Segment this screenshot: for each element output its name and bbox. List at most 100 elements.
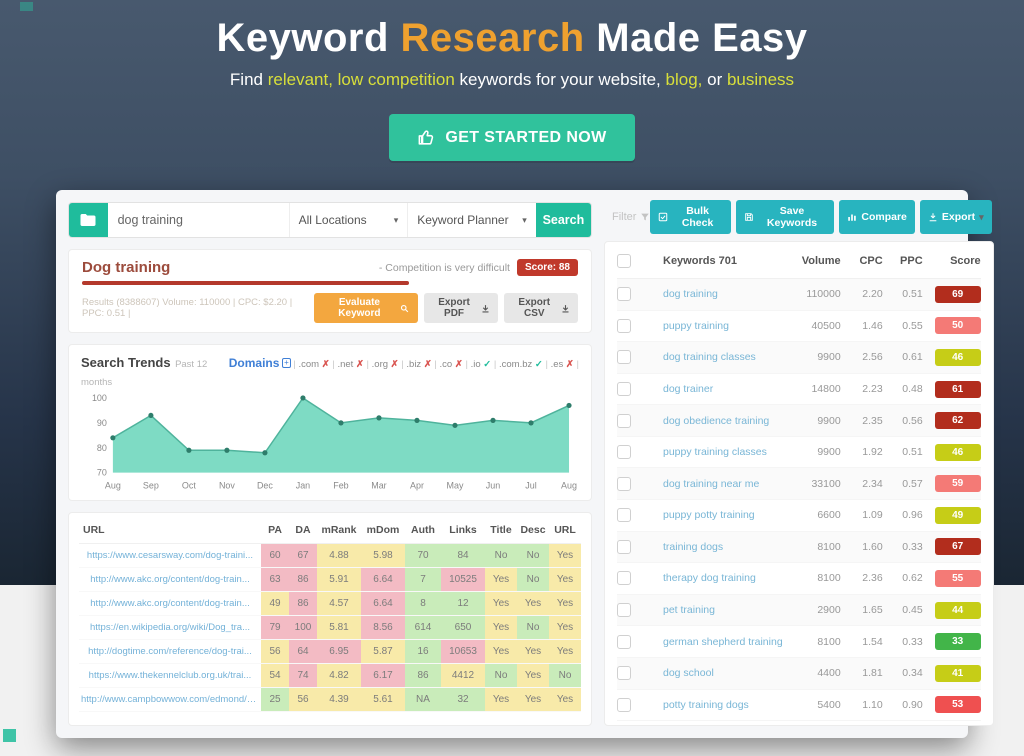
- filter-control[interactable]: Filter: [612, 211, 650, 223]
- metric-cell: 5.81: [317, 615, 361, 640]
- export-pdf-button[interactable]: Export PDF: [423, 293, 498, 323]
- chevron-down-icon: ▾: [393, 214, 399, 225]
- evaluate-keyword-button[interactable]: Evaluate Keyword: [314, 293, 418, 323]
- volume-value: 14800: [811, 383, 841, 396]
- volume-value: 2900: [817, 604, 841, 617]
- teal-square-artifact-bottom: [3, 729, 16, 742]
- ppc-header: PPC: [900, 255, 923, 267]
- competition-progress-bar: [82, 281, 410, 285]
- cpc-value: 1.60: [862, 540, 883, 553]
- keyword-checkbox[interactable]: [617, 445, 631, 460]
- trends-period-label: Past 12 months: [81, 359, 208, 388]
- keyword-link[interactable]: training dogs: [663, 540, 724, 553]
- keyword-link[interactable]: dog school: [663, 667, 714, 680]
- bulk-check-button[interactable]: Bulk Check: [650, 200, 731, 234]
- volume-value: 33100: [811, 477, 841, 490]
- svg-text:Oct: Oct: [182, 481, 196, 491]
- domain-toggle-net[interactable]: .net ✗: [337, 359, 364, 370]
- score-badge: 44: [934, 601, 981, 619]
- score-badge: Score: 88: [516, 259, 578, 276]
- result-url-link[interactable]: https://www.thekennelclub.org.uk/trai...: [88, 669, 252, 681]
- keyword-link[interactable]: german shepherd training: [663, 635, 783, 648]
- thumbs-up-icon: [417, 128, 436, 147]
- keyword-link[interactable]: puppy training: [663, 319, 729, 332]
- save-keywords-label: Save Keywords: [766, 205, 818, 229]
- location-select[interactable]: All Locations ▾: [288, 203, 408, 237]
- domain-toggle-biz[interactable]: .biz ✗: [406, 359, 432, 370]
- saved-keywords-folder-button[interactable]: [69, 203, 108, 237]
- svg-text:90: 90: [97, 418, 107, 428]
- data-source-select[interactable]: Keyword Planner ▾: [407, 203, 536, 237]
- ppc-value: 0.62: [902, 572, 923, 585]
- chevron-down-icon: ▾: [979, 211, 984, 222]
- keyword-link[interactable]: therapy dog training: [663, 572, 756, 585]
- keyword-checkbox[interactable]: [617, 476, 631, 491]
- keyword-link[interactable]: dog obedience training: [663, 414, 770, 427]
- keyword-link[interactable]: puppy potty training: [663, 509, 755, 522]
- location-select-value: All Locations: [298, 213, 367, 227]
- keyword-checkbox[interactable]: [617, 413, 631, 428]
- metric-cell: 86: [405, 663, 441, 688]
- keyword-checkbox[interactable]: [617, 666, 631, 681]
- keyword-checkbox[interactable]: [617, 350, 631, 365]
- svg-text:May: May: [447, 481, 464, 491]
- keyword-search-input[interactable]: [107, 203, 289, 237]
- result-url-link[interactable]: http://www.akc.org/content/dog-train...: [90, 573, 250, 585]
- metric-cell: Yes: [485, 591, 517, 616]
- bulk-check-label: Bulk Check: [681, 205, 714, 229]
- keyword-link[interactable]: dog trainer: [663, 383, 714, 396]
- keyword-row: training dogs 8100 1.60 0.33 67: [617, 531, 981, 564]
- x-icon: ✗: [565, 359, 574, 370]
- result-url-link[interactable]: http://www.campbowwow.com/edmond/serv...: [81, 693, 259, 705]
- keyword-link[interactable]: pet training: [663, 604, 715, 617]
- keyword-checkbox[interactable]: [617, 697, 631, 712]
- keyword-checkbox[interactable]: [617, 571, 631, 586]
- keyword-checkbox[interactable]: [617, 287, 631, 302]
- result-url-link[interactable]: http://dogtime.com/reference/dog-trai...: [88, 645, 252, 657]
- keyword-row: puppy training 40500 1.46 0.55 50: [617, 311, 981, 343]
- compare-button[interactable]: Compare: [839, 200, 915, 234]
- keyword-checkbox[interactable]: [617, 382, 631, 397]
- url-table-header-row: URL PA DA mRank mDom Auth Links Title Desc URL: [79, 516, 581, 544]
- keyword-checkbox[interactable]: [617, 603, 631, 618]
- result-url-link[interactable]: https://www.cesarsway.com/dog-traini...: [86, 549, 254, 561]
- cpc-value: 2.56: [862, 351, 883, 364]
- domain-toggle-org[interactable]: .org ✗: [371, 359, 399, 370]
- keyword-link[interactable]: potty training dogs: [663, 698, 749, 711]
- svg-text:80: 80: [97, 443, 107, 453]
- keyword-link[interactable]: dog training near me: [663, 477, 760, 490]
- save-keywords-button[interactable]: Save Keywords: [735, 200, 835, 234]
- domain-toggle-com[interactable]: .com ✗: [298, 359, 330, 370]
- magnifier-icon: [400, 304, 409, 313]
- check-icon: ✓: [534, 359, 543, 370]
- keyword-checkbox[interactable]: [617, 634, 631, 649]
- domain-toggle-combz[interactable]: .com.bz ✓: [498, 359, 543, 370]
- volume-value: 40500: [811, 319, 841, 332]
- cpc-value: 1.46: [862, 319, 883, 332]
- result-url-link[interactable]: https://en.wikipedia.org/wiki/Dog_tra...: [90, 621, 250, 633]
- keyword-link[interactable]: puppy training classes: [663, 446, 767, 459]
- keyword-checkbox[interactable]: [617, 508, 631, 523]
- metric-cell: 74: [289, 663, 317, 688]
- export-button[interactable]: Export ▾: [919, 200, 992, 234]
- keyword-checkbox[interactable]: [617, 318, 631, 333]
- metric-cell: 100: [289, 615, 317, 640]
- domain-toggle-io[interactable]: .io ✓: [470, 359, 492, 370]
- keyword-link[interactable]: dog training: [663, 288, 718, 301]
- domains-expand-icon[interactable]: +: [282, 358, 291, 368]
- domain-toggle-es[interactable]: .es ✗: [550, 359, 574, 370]
- compare-label: Compare: [861, 211, 907, 223]
- keyword-link[interactable]: dog training classes: [663, 351, 756, 364]
- x-icon: ✗: [355, 359, 364, 370]
- domain-toggle-co[interactable]: .co ✗: [439, 359, 463, 370]
- get-started-button[interactable]: GET STARTED NOW: [389, 114, 635, 161]
- score-header: Score: [950, 255, 981, 267]
- keyword-checkbox[interactable]: [617, 539, 631, 554]
- serp-url-table-card: URL PA DA mRank mDom Auth Links Title Desc URL ht…: [68, 511, 592, 726]
- export-csv-button[interactable]: Export CSV: [503, 293, 578, 323]
- result-url-link[interactable]: http://www.akc.org/content/dog-train...: [90, 597, 250, 609]
- search-button[interactable]: Search: [535, 203, 591, 237]
- domains-label[interactable]: Domains: [228, 356, 280, 370]
- select-all-checkbox[interactable]: [617, 254, 631, 268]
- volume-value: 4400: [817, 667, 841, 680]
